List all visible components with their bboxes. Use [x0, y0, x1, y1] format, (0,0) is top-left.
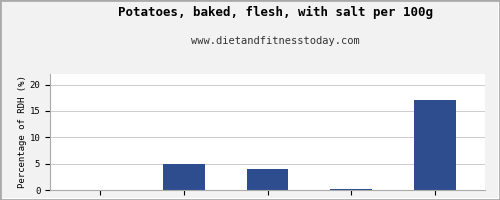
Bar [414, 100, 456, 190]
Bar [330, 189, 372, 190]
Y-axis label: Percentage of RDH (%): Percentage of RDH (%) [18, 76, 27, 188]
Bar [163, 164, 205, 190]
Text: Potatoes, baked, flesh, with salt per 100g: Potatoes, baked, flesh, with salt per 10… [118, 6, 432, 19]
Text: www.dietandfitnesstoday.com: www.dietandfitnesstoday.com [190, 36, 360, 46]
Bar [246, 169, 288, 190]
